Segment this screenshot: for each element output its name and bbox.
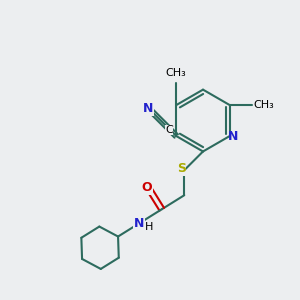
Text: O: O	[142, 181, 152, 194]
Text: S: S	[177, 162, 186, 175]
Text: CH₃: CH₃	[253, 100, 274, 110]
Text: CH₃: CH₃	[166, 68, 187, 78]
Text: N: N	[228, 130, 238, 142]
Text: N: N	[143, 102, 154, 115]
Text: H: H	[145, 222, 153, 232]
Text: C: C	[165, 124, 173, 135]
Text: N: N	[134, 217, 145, 230]
